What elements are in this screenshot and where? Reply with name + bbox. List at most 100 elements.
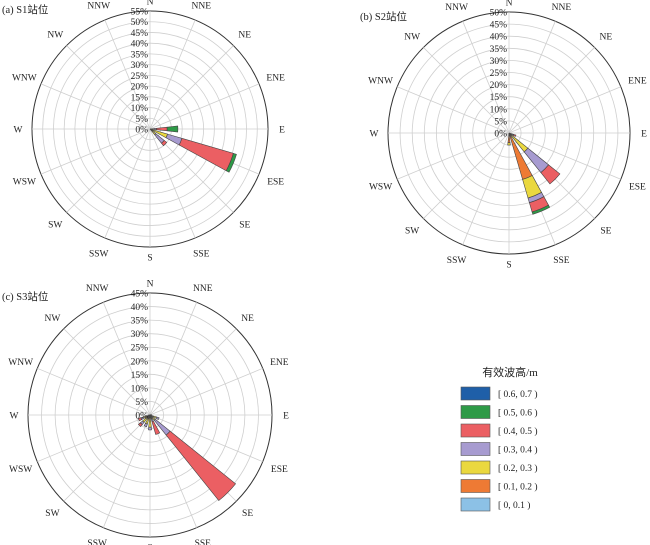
radial-tick-label: 10% xyxy=(131,384,149,394)
radial-tick-label: 45% xyxy=(490,21,508,31)
direction-label: NNW xyxy=(87,2,110,12)
direction-label: SSE xyxy=(193,249,210,259)
direction-label: E xyxy=(641,130,647,140)
legend-swatch xyxy=(460,442,491,456)
direction-label: NNW xyxy=(86,284,109,294)
radial-tick-label: 30% xyxy=(490,57,508,67)
bar-e-3 xyxy=(153,127,157,131)
rose-panel-s2: (b) S2站位0%5%10%15%20%25%30%35%40%45%50%N… xyxy=(360,0,647,271)
rose-panel-s1: (a) S1站位 0%5%10%15%20%25%30%35%40%45%50%5… xyxy=(2,0,285,264)
grid-spoke xyxy=(149,45,234,130)
bar-se-4 xyxy=(161,140,168,147)
direction-label: ESE xyxy=(267,178,284,188)
radial-tick-label: 5% xyxy=(135,398,148,408)
radial-tick-label: 45% xyxy=(131,290,149,300)
grid-spoke xyxy=(63,328,151,416)
radial-tick-label: 45% xyxy=(131,29,149,39)
grid-spoke xyxy=(397,86,510,134)
legend-swatch xyxy=(460,423,491,438)
panel-title: (b) S2站位 xyxy=(360,10,407,23)
direction-label: SSW xyxy=(447,256,467,266)
direction-label: WNW xyxy=(12,73,37,83)
bar-e-4 xyxy=(156,126,168,132)
direction-label: WNW xyxy=(8,358,33,368)
direction-label: SSW xyxy=(89,249,109,259)
bar-se-4 xyxy=(165,430,236,501)
bar-sw-4 xyxy=(137,422,143,428)
radial-tick-label: 35% xyxy=(490,45,508,55)
direction-label: E xyxy=(283,412,289,422)
grid-spoke xyxy=(102,302,151,416)
legend-swatch xyxy=(460,405,491,419)
bar-se-4 xyxy=(540,164,561,185)
grid-spoke xyxy=(149,328,237,416)
direction-label: SW xyxy=(405,226,419,236)
direction-label: WNW xyxy=(368,76,393,86)
radial-tick-label: 20% xyxy=(131,357,149,367)
direction-label: NE xyxy=(600,33,613,43)
grid-spoke xyxy=(149,414,263,463)
bar-ese-3 xyxy=(155,416,160,420)
direction-label: S xyxy=(506,261,511,271)
radial-tick-label: 10% xyxy=(131,104,149,114)
direction-label: SSE xyxy=(195,539,212,545)
direction-label: S xyxy=(147,544,152,545)
radial-tick-label: 40% xyxy=(131,40,149,50)
direction-label: WSW xyxy=(9,465,32,475)
radial-tick-label: 40% xyxy=(490,33,508,43)
direction-label: ENE xyxy=(266,73,285,83)
panel-title: (a) S1站位 xyxy=(2,3,49,16)
grid-spoke xyxy=(149,367,263,416)
grid-spoke xyxy=(66,128,151,213)
radial-tick-label: 55% xyxy=(131,8,149,18)
grid-spoke xyxy=(423,47,510,134)
direction-label: S xyxy=(147,254,152,264)
radial-tick-label: 15% xyxy=(131,93,149,103)
grid-spoke xyxy=(462,132,510,245)
radial-tick-label: 0% xyxy=(135,126,148,136)
direction-label: NNE xyxy=(192,2,212,12)
grid-spoke xyxy=(462,21,510,134)
radial-tick-label: 5% xyxy=(494,117,507,127)
legend-swatch xyxy=(460,479,491,493)
legend-label: [ 0.4, 0.5 ) xyxy=(498,426,538,437)
direction-label: N xyxy=(147,0,154,8)
direction-label: W xyxy=(10,412,19,422)
legend-label: [ 0.3, 0.4 ) xyxy=(498,445,538,456)
direction-label: SE xyxy=(242,509,253,519)
direction-label: SSW xyxy=(87,539,107,545)
legend-swatch xyxy=(460,497,491,512)
direction-label: NW xyxy=(47,31,63,41)
direction-label: W xyxy=(370,130,379,140)
panel-title: (c) S3站位 xyxy=(2,290,49,303)
radial-tick-label: 50% xyxy=(490,9,508,19)
radial-tick-label: 25% xyxy=(131,344,149,354)
radial-tick-label: 15% xyxy=(131,371,149,381)
grid-spoke xyxy=(508,47,595,134)
direction-label: NE xyxy=(238,31,251,41)
grid-spoke xyxy=(397,132,510,180)
grid-spoke xyxy=(40,83,151,130)
radial-tick-label: 5% xyxy=(135,115,148,125)
grid-spoke xyxy=(423,132,510,219)
direction-label: NNE xyxy=(193,284,213,294)
grid-spoke xyxy=(508,21,556,134)
radial-tick-label: 30% xyxy=(131,330,149,340)
grid-spoke xyxy=(149,19,196,130)
direction-label: ENE xyxy=(270,358,289,368)
bar-s-2 xyxy=(507,142,511,146)
legend-label: [ 0.1, 0.2 ) xyxy=(498,482,538,493)
radial-tick-label: 15% xyxy=(490,93,508,103)
bar-e-5 xyxy=(166,125,179,133)
legend-label: [ 0, 0.1 ) xyxy=(498,500,530,511)
bar-ssw-3 xyxy=(143,422,148,428)
radial-tick-label: 10% xyxy=(490,105,508,115)
grid-spoke xyxy=(508,132,621,180)
grid-spoke xyxy=(63,414,151,502)
legend-label: [ 0.2, 0.3 ) xyxy=(498,463,538,474)
direction-label: NW xyxy=(45,314,61,324)
direction-label: ESE xyxy=(629,183,646,193)
direction-label: N xyxy=(147,280,154,290)
legend-label: [ 0.6, 0.7 ) xyxy=(498,389,538,400)
radial-tick-label: 30% xyxy=(131,61,149,71)
